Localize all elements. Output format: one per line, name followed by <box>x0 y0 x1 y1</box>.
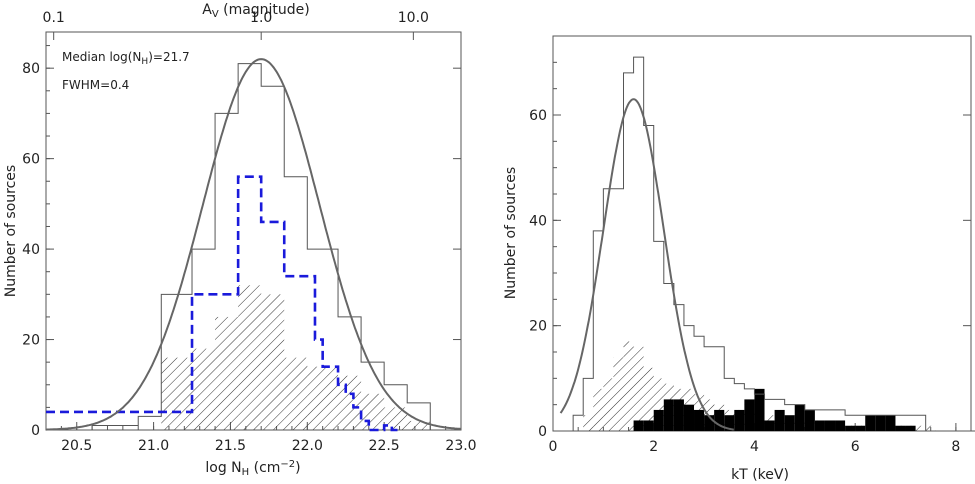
left-panel: 20.5 21.0 21.5 22.0 22.5 23.0 0 20 40 60 80 0.1 1.0 1… <box>3 2 477 478</box>
right-solid-bar <box>683 404 695 431</box>
right-x-tick-label: 6 <box>851 439 860 455</box>
right-gaussian-fit <box>559 98 734 431</box>
right-hatched-bar <box>915 425 926 431</box>
left-y-tick-label: 0 <box>31 423 40 439</box>
right-solid-bar <box>754 388 765 431</box>
right-x-tick-label: 2 <box>649 439 658 455</box>
right-solid-bar <box>643 420 654 431</box>
right-solid-bar <box>704 415 715 431</box>
right-fit-curve <box>559 98 734 431</box>
left-blue-dashed-histogram <box>46 175 400 432</box>
left-top-axis-title: AV (magnitude) <box>202 2 310 20</box>
left-hatched-bar <box>161 357 193 430</box>
right-hatched-bar <box>633 346 644 431</box>
left-top-tick-label: 0.1 <box>43 10 65 26</box>
left-hatched-bar <box>338 375 362 430</box>
right-solid-bar <box>744 399 755 431</box>
right-solid-bar <box>895 425 906 431</box>
left-x-tick-label: 23.0 <box>445 438 476 454</box>
left-hatched-histogram <box>161 285 431 430</box>
right-hatched-bar <box>603 378 614 431</box>
left-total-histogram <box>46 63 461 431</box>
right-solid-bar <box>663 399 674 431</box>
left-hatched-bar <box>261 294 285 430</box>
left-annotation-median: Median log(NH)=21.7 <box>62 50 190 67</box>
right-solid-bar <box>804 409 815 431</box>
left-hatched-bar <box>192 348 216 430</box>
right-solid-bar <box>673 399 684 431</box>
right-panel: 0 2 4 6 8 0 20 40 60 Number of sources kT (keV) <box>503 35 975 483</box>
right-solid-bar <box>835 420 846 431</box>
left-x-tick-label: 22.5 <box>369 438 400 454</box>
right-solid-bar <box>845 425 856 431</box>
right-hatched-bar <box>623 341 634 431</box>
left-hatched-bar <box>307 366 339 430</box>
left-top-tick-label: 10.0 <box>398 10 429 26</box>
right-solid-bar <box>653 409 664 431</box>
right-solid-bar <box>774 409 785 431</box>
left-y-tick-label: 80 <box>22 61 40 77</box>
left-fit-curve <box>45 58 462 431</box>
right-y-axis-title: Number of sources <box>503 167 519 299</box>
right-solid-bar <box>784 415 795 431</box>
left-gaussian-fit <box>45 58 462 431</box>
right-solid-bar <box>865 415 876 431</box>
left-hatched-bar <box>361 393 385 430</box>
left-total-step-line <box>46 63 461 431</box>
left-hatched-bar <box>238 285 262 430</box>
left-x-tick-label: 20.5 <box>61 438 92 454</box>
left-x-tick-label: 21.5 <box>215 438 246 454</box>
right-solid-bar <box>764 420 775 431</box>
right-hatched-bar <box>653 378 664 431</box>
right-solid-bar <box>714 409 725 431</box>
left-annotation-fwhm: FWHM=0.4 <box>62 78 129 92</box>
right-solid-bar <box>905 425 916 431</box>
left-hatched-bar <box>284 357 308 430</box>
right-y-tick-label: 0 <box>538 424 547 440</box>
left-x-tick-label: 21.0 <box>138 438 169 454</box>
right-hatched-bar <box>593 388 604 431</box>
right-hatched-bar <box>643 367 654 431</box>
right-hatched-bar <box>925 425 936 431</box>
left-hatched-bar <box>384 407 408 430</box>
right-total-step-line <box>572 56 975 432</box>
right-solid-bar <box>824 420 836 431</box>
right-y-tick-label: 40 <box>529 213 547 229</box>
left-x-tick-label: 22.0 <box>292 438 323 454</box>
right-x-tick-label: 4 <box>750 439 759 455</box>
right-solid-histogram <box>633 388 916 431</box>
right-y-tick-label: 20 <box>529 319 547 335</box>
right-solid-bar <box>855 425 866 431</box>
right-total-histogram <box>572 56 975 432</box>
left-y-tick-label: 60 <box>22 152 40 168</box>
left-hatched-bar <box>215 316 239 430</box>
left-y-tick-label: 20 <box>22 333 40 349</box>
right-y-tick-label: 60 <box>529 108 547 124</box>
right-solid-bar <box>734 409 745 431</box>
right-solid-bar <box>694 409 705 431</box>
right-x-axis-title: kT (keV) <box>731 467 789 483</box>
right-hatched-bar <box>583 415 594 431</box>
left-hatched-bar <box>407 420 431 430</box>
left-y-tick-label: 40 <box>22 242 40 258</box>
right-solid-bar <box>875 415 886 431</box>
left-y-axis-title: Number of sources <box>3 165 19 297</box>
right-solid-bar <box>794 404 805 431</box>
right-hatched-bar <box>613 357 624 431</box>
left-axis-ticks: 20.5 21.0 21.5 22.0 22.5 23.0 0 20 40 60 80 0.1 1.0 1… <box>22 10 476 454</box>
right-x-tick-label: 0 <box>549 439 558 455</box>
left-top-tick-label: 1.0 <box>250 10 272 26</box>
right-solid-bar <box>724 415 735 431</box>
right-x-tick-label: 8 <box>951 439 960 455</box>
left-x-axis-title: log NH (cm−2) <box>205 459 300 478</box>
right-solid-bar <box>814 420 825 431</box>
right-solid-bar <box>885 415 896 431</box>
left-blue-step-line <box>46 175 400 432</box>
right-solid-bar <box>633 420 644 431</box>
